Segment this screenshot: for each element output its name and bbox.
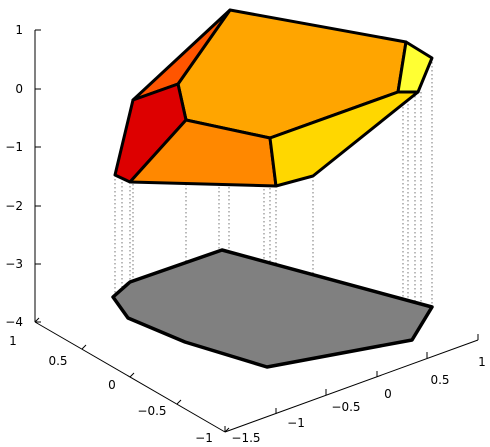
face-right-tip [396,40,434,94]
y-tick-label: 0 [384,387,392,401]
z-tick-label: −2 [5,199,23,213]
z-tick-label: −1 [5,140,23,154]
face-right-front [268,90,420,188]
x-tick-label: −1 [195,431,213,445]
x-ticks [34,317,230,433]
x-tick-label: 0.5 [48,354,67,368]
polyhedron [113,8,434,188]
y-tick-label: −1 [287,416,305,430]
x-tick-label: −0.5 [137,404,166,418]
x-tick-label: 0 [108,378,116,392]
y-axis-line [224,339,479,433]
z-tick-label: −4 [5,315,23,329]
x-tick-mark [34,317,40,323]
y-tick-label: 0.5 [430,373,449,387]
y-tick-label: −0.5 [331,400,360,414]
x-tick-mark [176,399,182,405]
x-tick-mark [224,427,230,433]
z-tick-label: 0 [15,82,23,96]
z-tick-labels: 1 0 −1 −2 −3 −4 [5,23,23,329]
x-tick-labels: 1 0.5 0 −0.5 −1 [9,334,213,445]
x-tick-mark [129,372,135,378]
projection-drop-lines [114,43,433,367]
z-ticks [35,29,41,323]
x-tick-mark [81,344,87,350]
y-tick-label: −1.5 [231,431,260,445]
x-tick-label: 1 [9,334,17,348]
y-ticks [224,334,479,432]
y-tick-label: 1 [478,355,486,369]
projection-shadow [111,248,434,369]
y-tick-labels: −1.5 −1 −0.5 0 0.5 1 [231,355,485,445]
z-tick-label: −3 [5,257,23,271]
z-tick-label: 1 [15,23,23,37]
